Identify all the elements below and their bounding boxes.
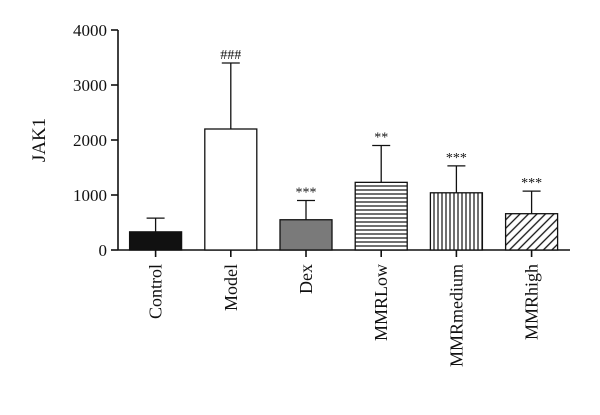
y-tick-label: 1000 — [73, 186, 107, 205]
y-tick-label: 2000 — [73, 131, 107, 150]
significance-label: *** — [521, 176, 542, 191]
x-tick-label: Model — [221, 264, 241, 311]
x-tick-label: Dex — [296, 264, 316, 294]
x-tick-label: MMRmedium — [446, 264, 466, 367]
significance-label: *** — [446, 151, 467, 166]
labels-group: Control ### Model *** Dex ** MMRLow *** MMRmediu… — [146, 48, 542, 367]
y-tick-label: 0 — [99, 241, 108, 260]
significance-label: *** — [296, 186, 317, 201]
bars-group — [128, 62, 559, 251]
y-tick-label: 4000 — [73, 21, 107, 40]
y-tick-label: 3000 — [73, 76, 107, 95]
x-tick-label: MMRLow — [371, 264, 391, 341]
significance-label: ### — [220, 48, 241, 63]
y-axis-label: JAK1 — [29, 118, 50, 162]
significance-label: ** — [374, 131, 388, 146]
x-tick-label: MMRhigh — [522, 264, 542, 340]
bar-mmrmedium — [429, 192, 484, 251]
bar-mmrlow — [354, 181, 408, 251]
axes: 0 1000 2000 3000 4000 — [73, 21, 570, 260]
bar-dex — [279, 219, 333, 251]
bar-control — [128, 231, 183, 251]
x-tick-label: Control — [146, 264, 166, 319]
bar-mmrhigh — [504, 213, 559, 251]
bar-model — [204, 128, 258, 251]
